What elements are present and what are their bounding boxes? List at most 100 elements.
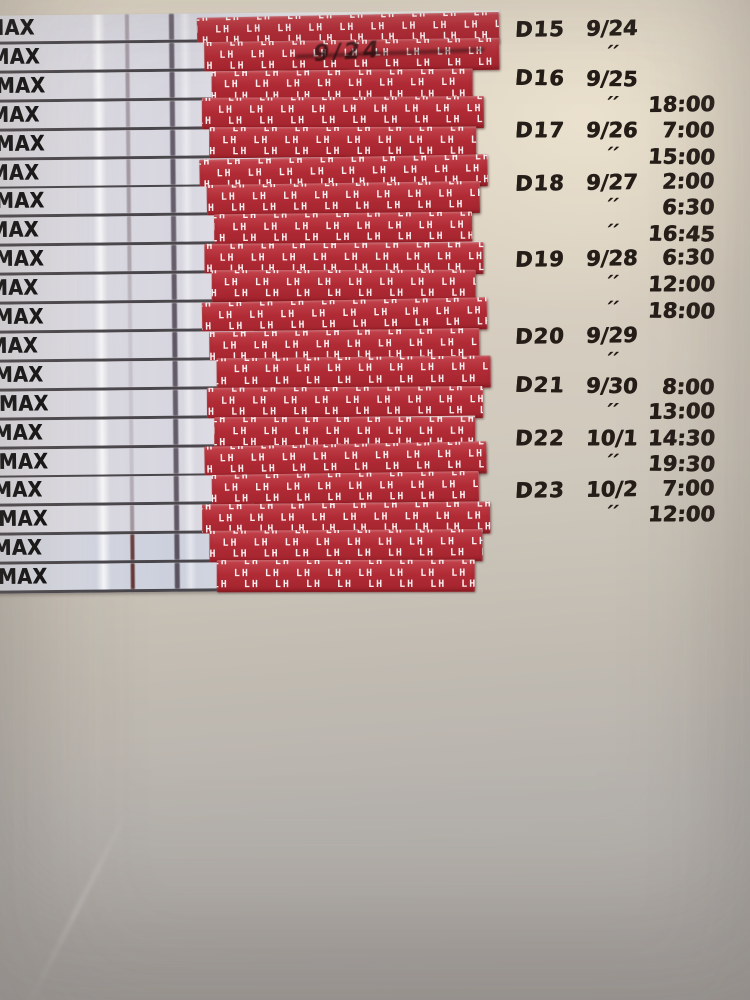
log-date: 9/25 xyxy=(585,66,639,92)
glare-highlight xyxy=(180,129,193,156)
strip-brand-label: MAX xyxy=(0,130,46,157)
lh-pattern-row: LH LH LH LH LH LH LH LH LH LH LH LH LH L… xyxy=(209,126,476,134)
glare-highlight xyxy=(93,245,108,272)
glare-highlight xyxy=(92,158,107,186)
log-day: D20 xyxy=(514,323,566,349)
test-line xyxy=(128,332,133,359)
log-date: 10/1 xyxy=(585,425,639,450)
strip-brand-label: MAX xyxy=(0,15,35,41)
test-line xyxy=(130,563,135,590)
paper-crease xyxy=(20,807,131,1000)
glare-highlight xyxy=(91,43,106,70)
test-line xyxy=(129,418,134,445)
control-line xyxy=(171,302,178,329)
log-row: D23 10/2 7:00 xyxy=(500,475,750,504)
log-row: D17 9/26 7:00 xyxy=(500,118,750,144)
lh-tape: LH LH LH LH LH LH LH LH LH LH LH LH LH L… xyxy=(209,126,477,159)
glare-highlight xyxy=(93,303,109,330)
log-time: 7:00 xyxy=(661,118,716,143)
glare-highlight xyxy=(91,101,107,128)
control-line xyxy=(174,505,180,532)
log-date: 9/28 xyxy=(585,246,639,271)
control-line xyxy=(169,42,175,69)
log-date: 9/26 xyxy=(585,118,639,143)
log-row: D16 9/25 xyxy=(500,65,750,94)
glare-highlight xyxy=(91,72,106,99)
strip-brand-label: MAX xyxy=(0,73,46,99)
control-line xyxy=(173,476,179,503)
log-row: ′′ 12:00 xyxy=(500,272,750,298)
strip-brand-label: MAX xyxy=(0,391,49,417)
strip-brand-label: MAX xyxy=(0,44,41,70)
glare-highlight xyxy=(181,244,194,271)
log-date: 9/30 xyxy=(585,373,639,399)
glare-highlight xyxy=(183,447,196,474)
log-day: D18 xyxy=(514,170,566,196)
test-line xyxy=(130,505,135,532)
glare-highlight xyxy=(95,419,110,446)
glare-highlight xyxy=(183,475,196,503)
glare-highlight xyxy=(96,534,111,561)
log-row: ′′ 13:00 xyxy=(500,398,750,427)
log-row: ′′ xyxy=(500,349,750,375)
lh-pattern-row: LH LH LH LH LH LH LH LH LH LH LH LH LH L… xyxy=(214,416,476,425)
glare-highlight xyxy=(94,361,109,388)
log-day: D15 xyxy=(514,16,566,42)
log-time: 16:45 xyxy=(647,221,716,246)
log-row: ′′ 16:45 xyxy=(500,219,750,248)
glare-highlight xyxy=(182,389,196,416)
control-line xyxy=(172,389,179,416)
lh-pattern-row: LH LH LH LH LH LH LH LH LH LH LH LH LH L… xyxy=(216,559,475,568)
log-row: ′′ 15:00 xyxy=(500,142,750,171)
lh-tape: LH LH LH LH LH LH LH LH LH LH LH LH LH L… xyxy=(206,385,484,420)
glare-highlight xyxy=(94,332,109,359)
glare-highlight xyxy=(184,562,197,589)
log-time: 6:30 xyxy=(661,245,715,270)
log-date: 9/24 xyxy=(585,15,639,41)
strip-brand-label: MAX xyxy=(0,159,40,186)
log-row: D22 10/1 14:30 xyxy=(500,426,750,452)
strip-brand-label: MAX xyxy=(0,477,43,503)
test-line xyxy=(125,72,130,99)
glare-highlight xyxy=(179,71,192,98)
log-row: ′′ 19:30 xyxy=(500,449,750,478)
strip-stack: MAX LH LH LH LH LH LH LH LH LH LH LH LH L… xyxy=(0,10,513,615)
strip-brand-label: MAX xyxy=(0,535,43,561)
glare-highlight xyxy=(95,447,110,475)
strip-brand-label: MAX xyxy=(0,188,45,214)
strip-brand-label: MAX xyxy=(0,275,39,301)
log-time: 12:00 xyxy=(647,271,716,296)
test-line xyxy=(130,534,135,561)
control-line xyxy=(172,360,178,387)
control-line xyxy=(169,100,176,127)
log-row: ′′ 18:00 xyxy=(500,296,750,325)
log-time: 2:00 xyxy=(661,168,715,194)
log-ditto-mark: ′′ xyxy=(602,399,621,422)
control-line xyxy=(173,418,179,445)
log-row: ′′ xyxy=(500,42,750,68)
control-line xyxy=(171,273,177,300)
test-line xyxy=(126,187,131,214)
glare-highlight xyxy=(182,360,195,387)
log-time: 18:00 xyxy=(647,91,716,117)
lh-pattern-row: LH LH LH LH LH LH LH LH LH LH LH LH LH L… xyxy=(214,424,475,437)
strip-brand-label: MAX xyxy=(0,448,49,474)
log-ditto-mark: ′′ xyxy=(602,195,621,217)
strip-brand-label: MAX xyxy=(0,564,48,590)
log-ditto-mark: ′′ xyxy=(602,450,622,472)
test-line xyxy=(125,100,131,127)
glare-highlight xyxy=(178,13,192,40)
glare-highlight xyxy=(92,216,108,243)
log-time: 15:00 xyxy=(647,144,716,170)
test-line xyxy=(129,447,134,474)
strip-brand-label: MAX xyxy=(0,419,44,446)
lh-pattern-row: LH LH LH LH LH LH LH LH LH LH LH LH LH L… xyxy=(216,578,475,591)
glare-highlight xyxy=(93,274,108,301)
lh-tape: LH LH LH LH LH LH LH LH LH LH LH LH LH L… xyxy=(209,529,483,564)
log-row: D15 9/24 xyxy=(500,14,750,43)
glare-highlight xyxy=(179,42,192,69)
control-line xyxy=(171,244,177,271)
log-time: 13:00 xyxy=(647,398,716,424)
glare-highlight xyxy=(92,187,107,215)
log-ditto-mark: ′′ xyxy=(602,297,622,319)
